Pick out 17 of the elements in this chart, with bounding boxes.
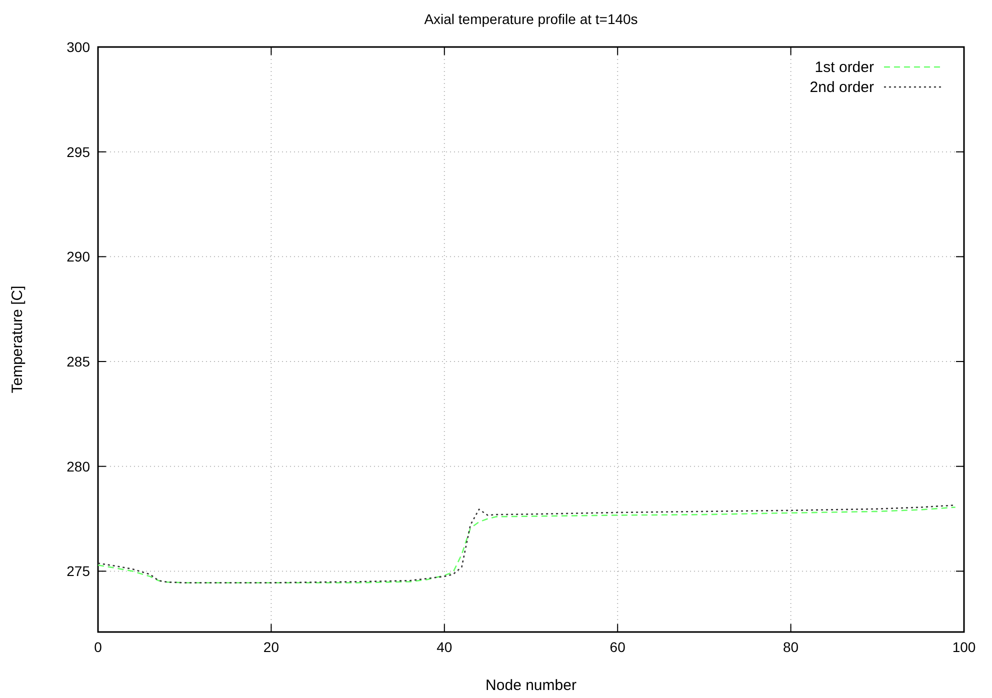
x-tick-label: 20	[263, 639, 280, 655]
x-axis-title: Node number	[486, 677, 576, 694]
legend-label: 2nd order	[810, 79, 874, 96]
x-tick-label: 60	[610, 639, 626, 655]
y-tick-label: 300	[66, 39, 90, 55]
y-tick-label: 280	[66, 458, 90, 474]
x-tick-label: 100	[952, 639, 976, 655]
y-tick-label: 290	[66, 248, 90, 265]
x-tick-label: 80	[783, 639, 799, 655]
y-tick-label: 285	[66, 354, 90, 370]
x-tick-label: 0	[94, 639, 102, 655]
legend-label: 1st order	[814, 59, 874, 76]
y-tick-label: 275	[66, 563, 90, 580]
x-tick-label: 40	[436, 639, 452, 655]
chart-title: Axial temperature profile at t=140s	[424, 11, 638, 27]
y-axis-title: Temperature [C]	[9, 286, 26, 394]
y-tick-label: 295	[66, 144, 90, 160]
